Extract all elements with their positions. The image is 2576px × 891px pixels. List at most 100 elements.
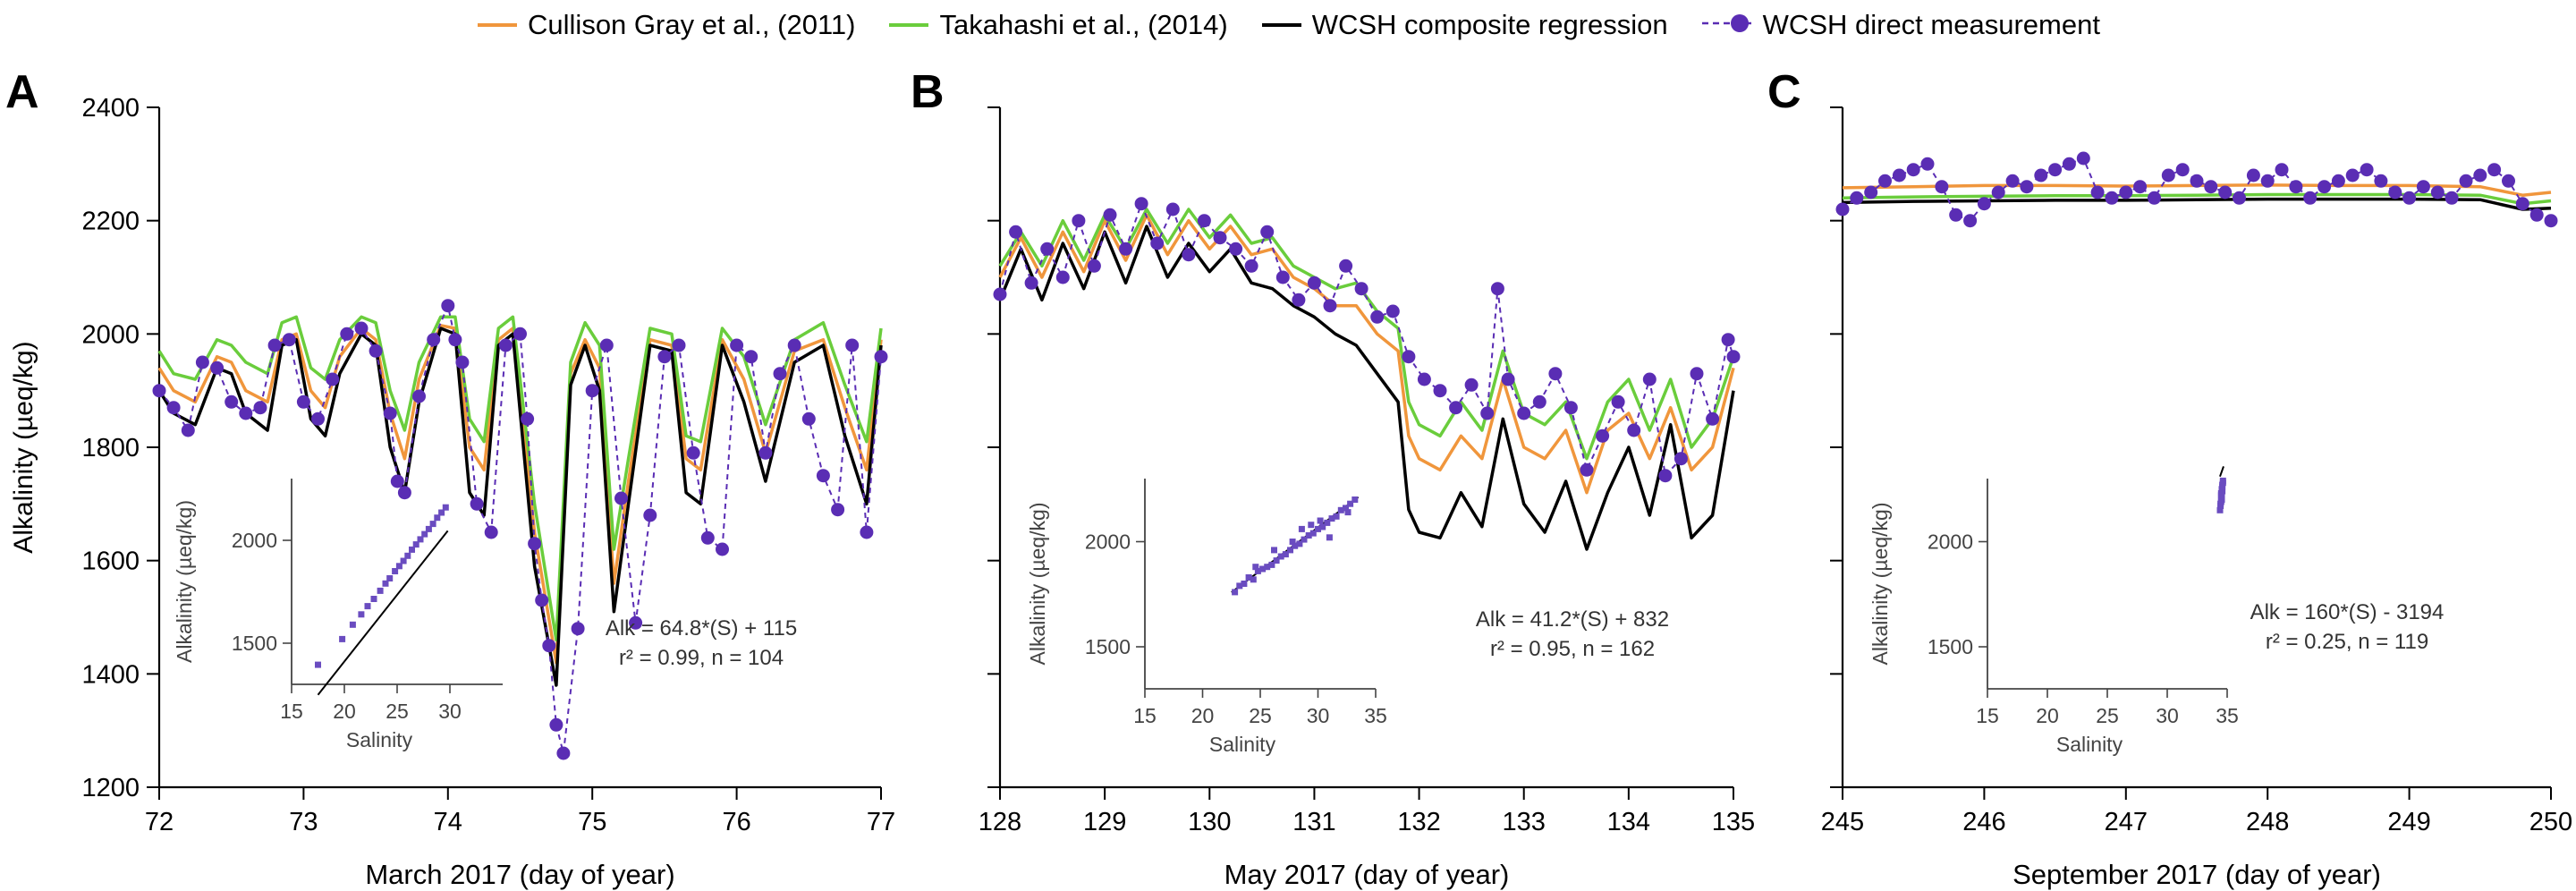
inset-point (370, 596, 377, 602)
x-tick-label: 130 (1188, 808, 1231, 836)
series-point-direct (267, 338, 282, 352)
panel-b: B 128 129 130 131 132 133 134 135 May 2017 (day o… (911, 66, 1755, 890)
series-point-direct (2090, 185, 2105, 199)
legend-item-composite: WCSH composite regression (1260, 9, 1668, 41)
series-point-direct (758, 446, 773, 460)
series-point-direct (1963, 214, 1978, 228)
inset-point (404, 552, 411, 559)
x-tick-label: 132 (1397, 808, 1440, 836)
inset-point (434, 514, 441, 522)
x-tick-label: 135 (1712, 808, 1755, 836)
inset-x-tick-label: 25 (386, 700, 409, 723)
y-tick-label: 2000 (81, 320, 140, 349)
inset-fit-line (317, 530, 449, 696)
series-point-direct (571, 622, 585, 636)
inset-point (1301, 536, 1308, 543)
series-point-direct (427, 333, 441, 347)
inset-point (392, 568, 399, 574)
inset-point (1241, 581, 1248, 587)
inset-point (339, 635, 346, 642)
series-point-direct (860, 525, 874, 539)
inset-point (1326, 534, 1333, 541)
series-point-direct (1596, 429, 1610, 443)
inset-point (1343, 505, 1349, 512)
inset-point (1309, 530, 1317, 537)
inset-point (1232, 589, 1239, 596)
inset-regression-stats: r² = 0.25, n = 119 (2266, 630, 2428, 654)
inset-point (425, 525, 432, 532)
series-point-direct (1229, 242, 1243, 256)
legend-item-direct: WCSH direct measurement (1700, 9, 2100, 41)
series-point-direct (2388, 185, 2402, 199)
series-point-direct (535, 593, 549, 607)
series-point-direct (643, 508, 657, 522)
inset-y-tick-label: 1500 (1085, 635, 1131, 658)
series-line-composite (157, 327, 883, 687)
inset-y-tick-label: 1500 (1928, 635, 1973, 658)
inset-x-tick-label: 15 (280, 700, 303, 723)
series-point-direct (744, 350, 758, 364)
series-point-direct (397, 486, 411, 500)
inset-x-tick-label: 15 (1976, 704, 1999, 727)
series-point-direct (1721, 333, 1735, 347)
x-tick-label: 72 (145, 808, 174, 836)
inset-y-axis-label: Alkalinity (µeq/kg) (1868, 503, 1892, 666)
inset-point (349, 621, 356, 628)
panel-label-a: A (5, 66, 39, 118)
series-point-direct (1935, 180, 1949, 194)
series-point-direct (1385, 304, 1400, 318)
series-point-direct (210, 361, 225, 375)
series-point-direct (874, 350, 888, 364)
inset-point (2217, 492, 2224, 499)
series-point-direct (239, 406, 253, 420)
inset-scatter: 1500 2000 15 20 25 30 Salinity Alkalinity (µeq/… (173, 479, 503, 751)
inset-point (1282, 551, 1289, 558)
inset-point (1337, 506, 1344, 513)
series-point-direct (672, 338, 686, 352)
series-point-direct (2345, 168, 2360, 182)
inset-point (2219, 483, 2226, 490)
series-point-direct (2487, 163, 2502, 177)
series-point-direct (801, 412, 816, 426)
series-point-direct (716, 542, 729, 556)
inset-point (1315, 525, 1321, 532)
series-point-direct (1150, 236, 1165, 250)
series-point-direct (296, 395, 310, 409)
inset-x-tick-label: 30 (1307, 704, 1330, 727)
inset-point (1254, 567, 1261, 574)
inset-scatter: 1500 2000 15 20 25 30 35 Salinity Alkalinity (µe… (1026, 479, 1387, 756)
inset-point (1289, 539, 1296, 545)
x-axis-label: March 2017 (day of year) (365, 859, 674, 890)
series-point-direct (1706, 412, 1720, 426)
series-point-direct (773, 367, 787, 381)
inset-point (1324, 519, 1331, 526)
series-point-direct (2133, 180, 2148, 194)
inset-point (364, 603, 371, 610)
series-point-direct (2303, 191, 2318, 205)
inset-point (1273, 557, 1280, 564)
y-tick-label: 1800 (81, 434, 140, 462)
series-line-takahashi (1842, 192, 2552, 206)
series-point-direct (1260, 225, 1275, 239)
series-point-direct (195, 355, 209, 369)
inset-point (1344, 509, 1352, 516)
series-point-direct (2374, 174, 2388, 188)
x-axis-label: September 2017 (day of year) (2012, 859, 2381, 890)
series-point-direct (1580, 462, 1594, 477)
legend-item-takahashi: Takahashi et al., (2014) (887, 9, 1228, 41)
x-tick-label: 133 (1503, 808, 1546, 836)
inset-point (1352, 496, 1359, 503)
series-point-direct (253, 401, 267, 415)
inset-point (412, 541, 419, 548)
inset-point (1245, 574, 1252, 581)
legend-swatch-cullison (476, 9, 519, 41)
x-tick-label: 75 (578, 808, 606, 836)
series-line-cullison (1842, 183, 2552, 197)
inset-y-axis-label: Alkalinity (µeq/kg) (1026, 503, 1049, 666)
series-point-direct (311, 412, 325, 426)
inset-point (382, 580, 389, 587)
inset-x-tick-label: 20 (1191, 704, 1215, 727)
series-point-direct (2430, 185, 2445, 199)
series-point-direct (1182, 248, 1196, 262)
inset-x-tick-label: 25 (1249, 704, 1272, 727)
